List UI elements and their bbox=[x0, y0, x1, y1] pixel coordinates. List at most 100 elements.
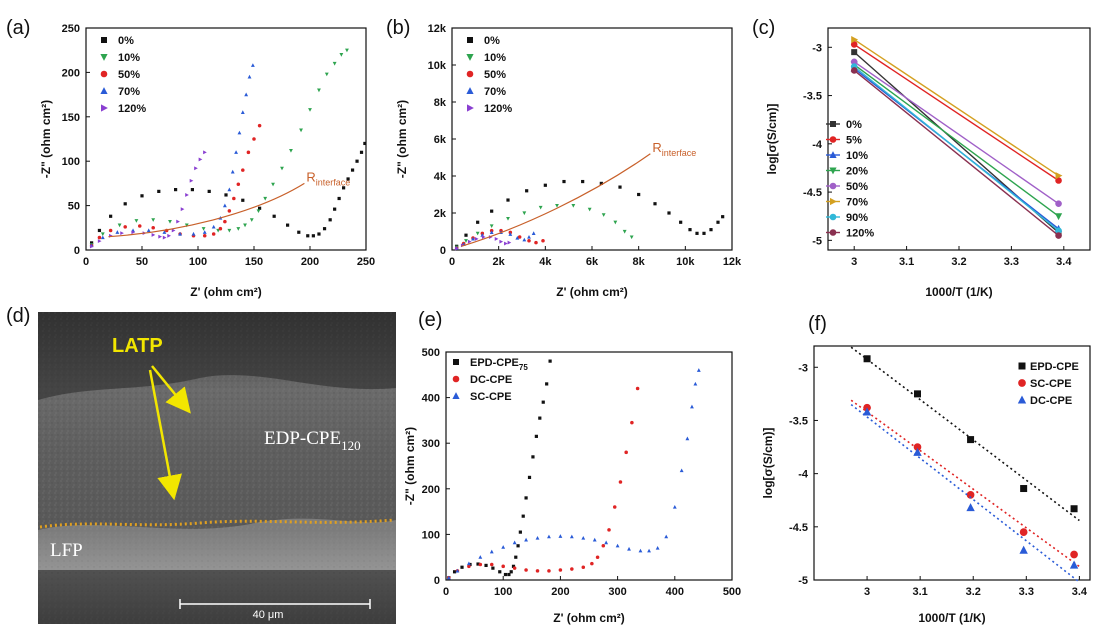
series-sc-cpe bbox=[446, 368, 701, 580]
data-point bbox=[478, 555, 483, 559]
legend-label: 0% bbox=[484, 35, 500, 47]
legend-marker bbox=[452, 392, 460, 399]
data-point bbox=[464, 239, 468, 243]
series-sc-cpe bbox=[850, 399, 1080, 568]
data-point bbox=[635, 386, 640, 391]
data-point bbox=[679, 468, 684, 473]
data-point bbox=[966, 491, 975, 499]
data-point bbox=[498, 570, 502, 574]
x-tick-label: 8k bbox=[633, 256, 646, 268]
data-point bbox=[227, 228, 232, 233]
data-point bbox=[232, 196, 236, 201]
series-70- bbox=[851, 35, 1063, 180]
data-point bbox=[471, 236, 475, 241]
data-point bbox=[664, 534, 669, 539]
data-point bbox=[123, 202, 127, 206]
legend: EPD-CPE SC-CPE DC-CPE bbox=[1017, 361, 1079, 407]
data-point bbox=[151, 232, 156, 237]
data-point bbox=[211, 224, 216, 229]
legend-marker bbox=[452, 375, 460, 383]
data-point bbox=[162, 230, 167, 234]
data-point bbox=[558, 534, 563, 538]
annotation-curve bbox=[461, 153, 651, 247]
data-point bbox=[524, 496, 528, 500]
data-point bbox=[297, 230, 301, 234]
legend-label: 50% bbox=[846, 181, 868, 193]
legend-label-main: 0% bbox=[118, 35, 134, 47]
legend-marker bbox=[101, 37, 107, 43]
data-point bbox=[721, 215, 725, 219]
y-tick-label: 150 bbox=[62, 112, 80, 124]
data-point bbox=[490, 209, 494, 213]
legend-label-main: 0% bbox=[484, 35, 500, 47]
data-point bbox=[476, 220, 480, 224]
data-point bbox=[180, 207, 185, 212]
data-point bbox=[355, 159, 359, 163]
data-point bbox=[243, 223, 247, 228]
data-point bbox=[709, 228, 713, 232]
y-tick-label: -5 bbox=[812, 235, 822, 247]
legend-marker bbox=[829, 182, 837, 190]
data-point bbox=[1019, 545, 1028, 554]
data-point bbox=[653, 202, 657, 206]
data-point bbox=[541, 238, 545, 243]
x-tick-label: 300 bbox=[608, 586, 626, 598]
annotation-main: R bbox=[652, 140, 661, 155]
data-point bbox=[534, 434, 538, 438]
legend-label: EPD-CPE75 bbox=[470, 357, 528, 372]
legend-label: EPD-CPE bbox=[1030, 361, 1079, 373]
series-50- bbox=[850, 58, 1062, 207]
data-point bbox=[503, 572, 508, 577]
data-point bbox=[258, 206, 262, 210]
legend-label: DC-CPE bbox=[1030, 395, 1072, 407]
data-point bbox=[534, 240, 538, 245]
x-tick-label: 3 bbox=[864, 586, 870, 598]
data-point bbox=[507, 572, 511, 577]
x-tick-label: 0 bbox=[83, 256, 89, 268]
data-point bbox=[455, 568, 460, 573]
data-point bbox=[501, 545, 506, 549]
data-point bbox=[966, 503, 975, 512]
legend-label-main: 50% bbox=[484, 69, 506, 81]
x-tick-label: 3 bbox=[851, 256, 857, 268]
data-point bbox=[914, 390, 921, 398]
data-point bbox=[134, 219, 139, 223]
data-point bbox=[237, 130, 242, 135]
scale-bar-label: 40 μm bbox=[253, 609, 284, 621]
series-20- bbox=[850, 61, 1063, 221]
data-point bbox=[198, 157, 203, 162]
data-point bbox=[850, 67, 858, 74]
data-point bbox=[512, 566, 517, 570]
data-point bbox=[562, 179, 566, 184]
data-point bbox=[484, 563, 488, 568]
data-point bbox=[117, 223, 122, 228]
series-0- bbox=[90, 141, 367, 245]
data-point bbox=[115, 230, 120, 234]
x-tick-label: 500 bbox=[723, 586, 741, 598]
data-point bbox=[618, 185, 622, 189]
x-tick-label: 3.2 bbox=[951, 256, 966, 268]
x-tick-label: 3.1 bbox=[899, 256, 914, 268]
data-point bbox=[346, 177, 350, 181]
chart-a: 0 50 100 150 200 250 0 50 100 150 200 250 Z' (ohm cm… bbox=[39, 23, 375, 299]
data-point bbox=[151, 218, 156, 222]
data-point bbox=[189, 178, 194, 183]
y-tick-label: -4 bbox=[798, 469, 809, 481]
data-point bbox=[108, 228, 113, 233]
annotation-sub: interface bbox=[316, 177, 351, 187]
data-point bbox=[184, 223, 189, 228]
data-point bbox=[474, 236, 479, 241]
data-point bbox=[324, 72, 329, 77]
data-point bbox=[1055, 177, 1062, 184]
data-point bbox=[1019, 528, 1028, 536]
data-point bbox=[547, 569, 551, 573]
x-tick-label: 400 bbox=[666, 586, 684, 598]
data-point bbox=[100, 232, 105, 237]
data-point bbox=[521, 514, 525, 518]
data-point bbox=[629, 235, 634, 240]
legend-label: 0% bbox=[846, 119, 862, 131]
data-point bbox=[174, 188, 178, 192]
legend-label: SC-CPE bbox=[470, 391, 512, 403]
y-tick-label: 2k bbox=[434, 208, 447, 220]
